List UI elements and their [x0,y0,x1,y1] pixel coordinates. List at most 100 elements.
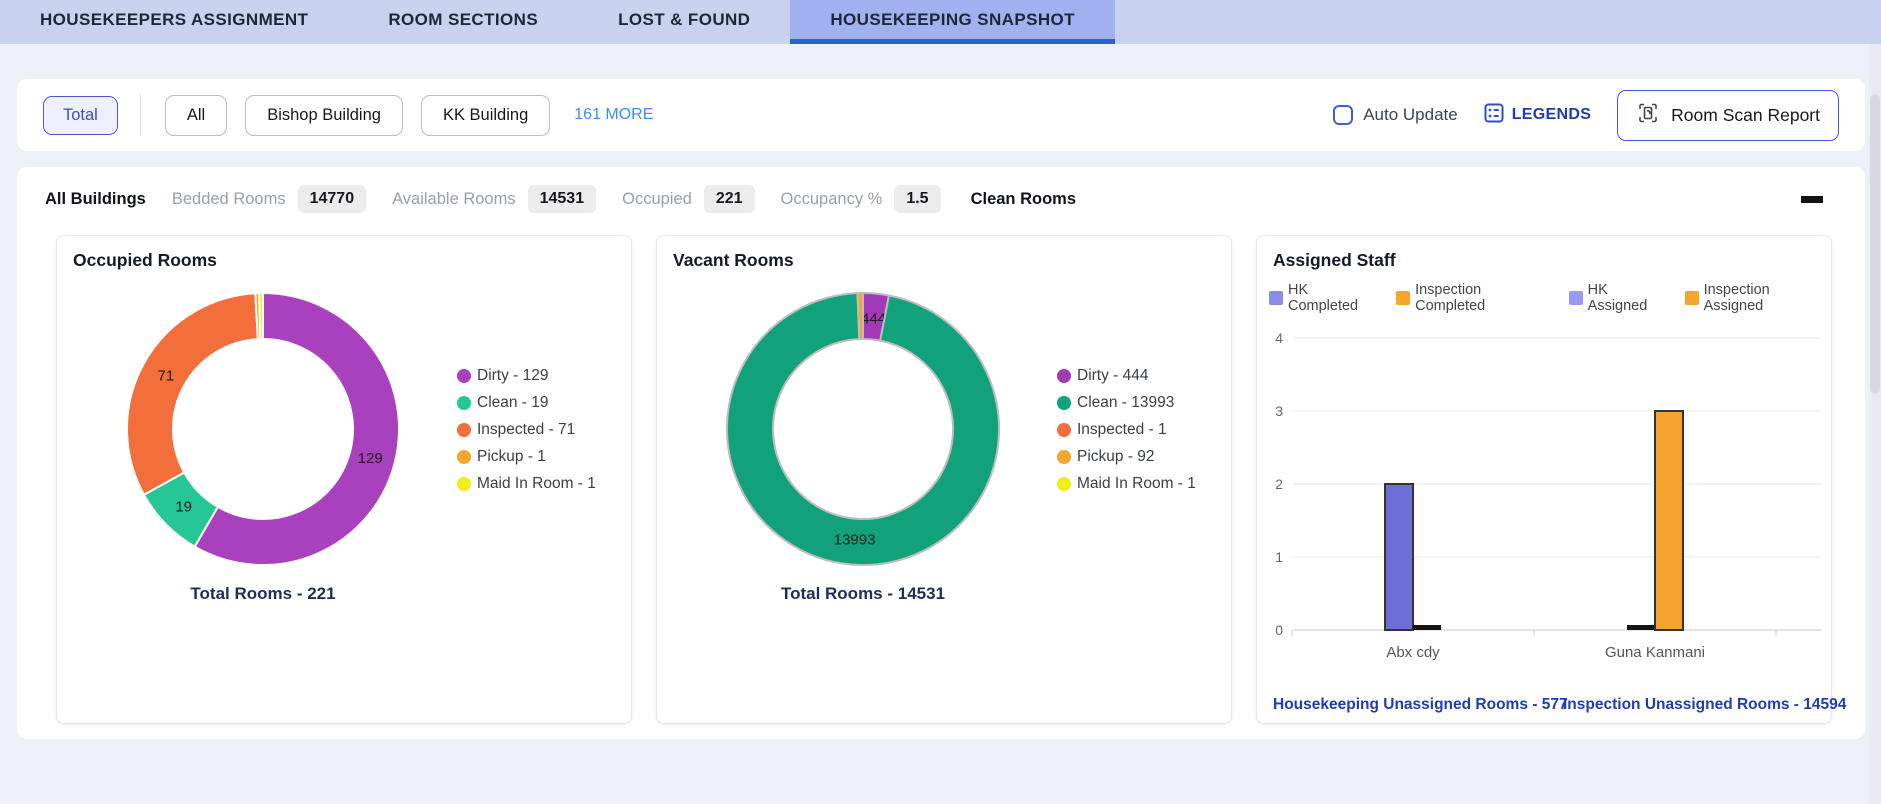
building-filter-all[interactable]: All [165,95,227,136]
y-tick-label: 4 [1275,330,1283,346]
auto-update-control: Auto Update [1333,105,1458,125]
collapse-panel-button[interactable] [1801,196,1823,203]
legend-item-pickup[interactable]: Pickup - 92 [1057,447,1196,466]
bar-inspection-completed[interactable] [1655,411,1683,630]
donut-slice-inspected[interactable] [127,293,258,495]
legend-item-dirty[interactable]: Dirty - 129 [457,366,596,385]
scrollbar-thumb[interactable] [1870,94,1880,394]
auto-update-label: Auto Update [1363,105,1458,125]
more-buildings-link[interactable]: 161 MORE [574,106,653,124]
building-filter-bishop[interactable]: Bishop Building [245,95,403,136]
legend-dot [1057,369,1071,383]
donut-slice-value-label: 71 [157,367,174,384]
vacant-rooms-caption: Total Rooms - 14531 [657,584,1069,604]
legend-dot [457,450,471,464]
bar-legend-swatch [1269,291,1283,305]
occupied-rooms-legend: Dirty - 129 Clean - 19 Inspected - 71 Picku… [457,366,596,493]
donut-slice-value-label: 19 [175,499,192,516]
clean-rooms-label: Clean Rooms [971,190,1076,209]
occupancy-pct-value: 1.5 [894,185,940,213]
room-scan-icon [1636,101,1660,130]
bar-zero-inspection-completed[interactable] [1413,625,1441,630]
stats-bar: All Buildings Bedded Rooms 14770 Availab… [45,179,1795,219]
y-tick-label: 0 [1275,622,1283,638]
total-filter-button[interactable]: Total [43,96,118,135]
legend-dot [457,423,471,437]
legend-dot [457,396,471,410]
donut-slice-value-label: 13993 [834,532,876,549]
y-tick-label: 3 [1275,403,1283,419]
y-tick-label: 1 [1275,549,1283,565]
tab-bar: HOUSEKEEPERS ASSIGNMENT ROOM SECTIONS LO… [0,0,1881,44]
x-category-label: Guna Kanmani [1605,644,1705,661]
assigned-staff-card: Assigned Staff HK CompletedInspection Co… [1256,235,1832,724]
vacant-rooms-donut: 44413993 [693,259,1033,599]
y-tick-label: 2 [1275,476,1283,492]
legends-icon [1484,103,1504,128]
building-filter-kk[interactable]: KK Building [421,95,550,136]
legend-item-maid-in-room[interactable]: Maid In Room - 1 [1057,474,1196,493]
donut-slice-maid-in-room[interactable] [259,293,263,339]
all-buildings-label: All Buildings [45,190,146,209]
auto-update-checkbox[interactable] [1333,105,1353,125]
legend-dot [1057,450,1071,464]
toolbar-divider [140,94,141,136]
legend-item-pickup[interactable]: Pickup - 1 [457,447,596,466]
bar-legend-swatch [1569,291,1583,305]
occupied-rooms-donut: 129 19 71 [93,259,433,599]
available-rooms-label: Available Rooms [392,190,516,209]
room-scan-label: Room Scan Report [1671,105,1820,126]
legend-dot [1057,477,1071,491]
legend-text: Clean - 19 [477,393,549,412]
room-scan-report-button[interactable]: Room Scan Report [1617,90,1839,141]
legend-item-inspected[interactable]: Inspected - 1 [1057,420,1196,439]
occupied-rooms-card: Occupied Rooms 1291971 Total Rooms - 221… [56,235,632,724]
legend-dot [457,477,471,491]
legend-dot [1057,423,1071,437]
donut-slice-value-label: 129 [358,450,383,467]
legend-item-clean[interactable]: Clean - 13993 [1057,393,1196,412]
legend-dot [457,369,471,383]
housekeeping-snapshot-page: HOUSEKEEPERS ASSIGNMENT ROOM SECTIONS LO… [0,0,1881,804]
legend-item-inspected[interactable]: Inspected - 71 [457,420,596,439]
legend-text: Clean - 13993 [1077,393,1174,412]
housekeeping-unassigned-link[interactable]: Housekeeping Unassigned Rooms - 577 [1273,696,1568,714]
bedded-rooms-label: Bedded Rooms [172,190,286,209]
legend-text: Inspected - 1 [1077,420,1167,439]
vacant-rooms-card: Vacant Rooms 44413993 Total Rooms - 1453… [656,235,1232,724]
toolbar-right-group: Auto Update LEGENDS [1333,90,1839,141]
legend-text: Pickup - 1 [477,447,546,466]
tab-lost-and-found[interactable]: LOST & FOUND [578,0,790,44]
legend-item-dirty[interactable]: Dirty - 444 [1057,366,1196,385]
scrollbar-track[interactable] [1869,44,1881,804]
filter-toolbar: Total All Bishop Building KK Building 16… [17,79,1865,151]
occupancy-pct-label: Occupancy % [781,190,883,209]
assigned-staff-title: Assigned Staff [1273,250,1396,271]
legend-text: Maid In Room - 1 [1077,474,1196,493]
legend-text: Inspected - 71 [477,420,575,439]
legend-text: Dirty - 444 [1077,366,1149,385]
snapshot-panel: All Buildings Bedded Rooms 14770 Availab… [17,167,1865,739]
occupied-value: 221 [704,185,755,213]
legend-item-maid-in-room[interactable]: Maid In Room - 1 [457,474,596,493]
bar-legend-swatch [1396,291,1410,305]
bedded-rooms-value: 14770 [298,185,367,213]
vacant-rooms-legend: Dirty - 444 Clean - 13993 Inspected - 1 Pic… [1057,366,1196,493]
legend-dot [1057,396,1071,410]
x-category-label: Abx cdy [1386,644,1440,661]
legend-text: Pickup - 92 [1077,447,1155,466]
tab-housekeeping-snapshot[interactable]: HOUSEKEEPING SNAPSHOT [790,0,1115,44]
assigned-staff-bar-chart: 0 1 2 3 4 Abx cdy Guna Kanmani [1257,304,1833,684]
occupied-label: Occupied [622,190,692,209]
tab-room-sections[interactable]: ROOM SECTIONS [348,0,578,44]
legends-label: LEGENDS [1512,106,1591,124]
occupied-rooms-caption: Total Rooms - 221 [57,584,469,604]
legend-text: Dirty - 129 [477,366,549,385]
inspection-unassigned-link[interactable]: Inspection Unassigned Rooms - 14594 [1563,696,1846,714]
legend-item-clean[interactable]: Clean - 19 [457,393,596,412]
legend-text: Maid In Room - 1 [477,474,596,493]
legends-button[interactable]: LEGENDS [1484,103,1591,128]
bar-zero-hk-completed[interactable] [1627,625,1655,630]
tab-housekeepers-assignment[interactable]: HOUSEKEEPERS ASSIGNMENT [0,0,348,44]
bar-hk-completed[interactable] [1385,484,1413,630]
